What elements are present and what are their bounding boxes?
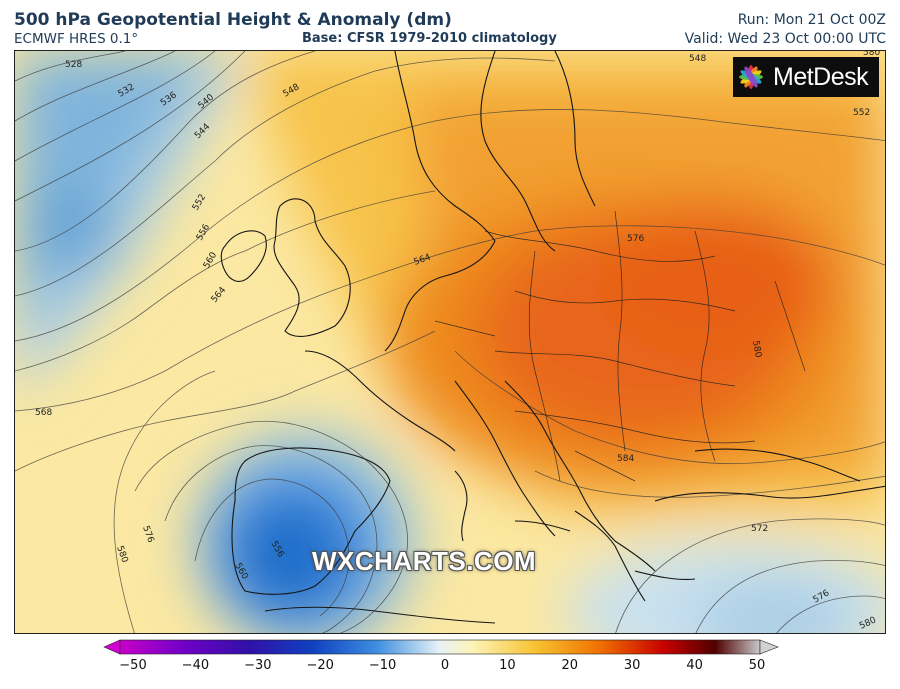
contour-label: 572 [751, 524, 768, 534]
contour-label: 576 [627, 234, 644, 244]
contour-label: 552 [853, 108, 870, 118]
coastlines [220, 51, 885, 624]
colorbar-tick-label: −50 [119, 658, 147, 673]
height-contours [15, 51, 885, 633]
colorbar-tick-label: −30 [244, 658, 272, 673]
map-canvas: 528 532 536 540 544 548 548 552 552 556 … [15, 51, 885, 633]
country-borders [434, 210, 806, 482]
colorbar-tick-label: 10 [499, 658, 516, 673]
colorbar-tick-label: 0 [440, 658, 450, 673]
contour-label: 580 [863, 51, 880, 58]
logo-text: MetDesk [773, 62, 869, 91]
colorbar-tick-label: 50 [748, 658, 766, 673]
colorbar-tick-label: 30 [623, 658, 641, 673]
colorbar-tick-label: 20 [561, 658, 579, 673]
climatology-label: Base: CFSR 1979-2010 climatology [302, 31, 557, 46]
chart-title: 500 hPa Geopotential Height & Anomaly (d… [14, 10, 452, 30]
valid-time-label: Valid: Wed 23 Oct 00:00 UTC [684, 31, 886, 47]
colorbar [0, 636, 900, 689]
anomaly-field [15, 51, 885, 633]
contour-label: 584 [617, 454, 634, 464]
anomaly-map: 528 532 536 540 544 548 548 552 552 556 … [14, 50, 886, 634]
contour-label: 568 [35, 408, 52, 418]
contour-label: 548 [689, 54, 706, 64]
wxcharts-watermark: WXCHARTS.COM [312, 546, 537, 576]
metdesk-logo: MetDesk [733, 57, 879, 97]
contour-label: 580 [750, 340, 763, 359]
colorbar-tick-label: −20 [306, 658, 334, 673]
colorbar-tick-label: −10 [368, 658, 397, 673]
colorbar-tick-label: 40 [686, 658, 703, 673]
contour-label: 528 [65, 60, 82, 70]
colorbar-strip [103, 639, 779, 655]
run-label: Run: Mon 21 Oct 00Z [737, 12, 886, 28]
colorbar-tick-label: −40 [181, 658, 210, 673]
model-label: ECMWF HRES 0.1° [14, 31, 139, 47]
metdesk-star-icon [739, 65, 763, 89]
